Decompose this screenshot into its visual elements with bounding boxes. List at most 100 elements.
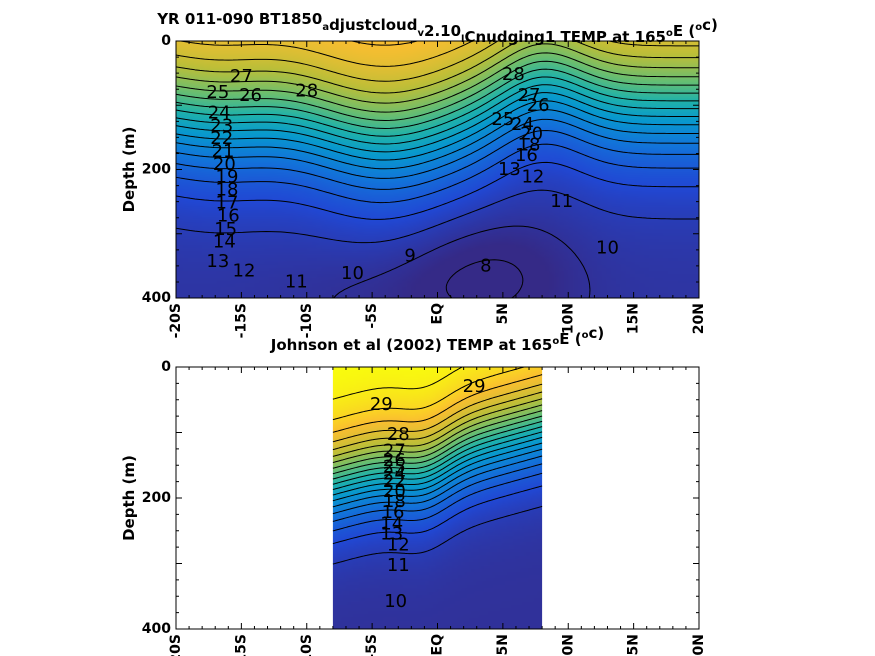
y-axis-label: Depth (m) bbox=[120, 455, 138, 541]
contour-label: 24 bbox=[383, 463, 406, 484]
x-tick-label: 5N bbox=[495, 634, 511, 655]
contour-18 bbox=[176, 85, 699, 144]
contour-10 bbox=[333, 506, 542, 564]
x-tick-label: 5N bbox=[495, 303, 511, 324]
contour-14 bbox=[176, 119, 699, 178]
contour-12 bbox=[176, 144, 699, 202]
contour-23 bbox=[176, 44, 699, 103]
contour-label: 26 bbox=[239, 85, 262, 106]
contour-label: 18 bbox=[518, 135, 541, 156]
contour-lines bbox=[176, 41, 699, 298]
x-tick-label: 20N bbox=[691, 303, 707, 334]
contour-label: 24 bbox=[511, 114, 534, 135]
contour-label: 16 bbox=[515, 145, 538, 166]
x-tick-label: -5S bbox=[364, 303, 380, 329]
contour-label: 23 bbox=[210, 115, 233, 136]
contour-label: 27 bbox=[383, 440, 406, 461]
x-tick-label: EQ bbox=[430, 634, 446, 656]
contour-15 bbox=[333, 449, 542, 507]
chart-title: YR 011-090 BT1850adjustcloudv2.10lCnudgi… bbox=[156, 10, 718, 46]
contour-label: 9 bbox=[404, 246, 415, 267]
contour-label: 27 bbox=[230, 66, 253, 87]
contour-label: 12 bbox=[233, 261, 256, 282]
contour-label: 11 bbox=[387, 555, 410, 576]
chart-title: Johnson et al (2002) TEMP at 165oE (oc) bbox=[270, 324, 604, 354]
contour-19 bbox=[333, 427, 542, 485]
x-tick-label: -20S bbox=[168, 303, 184, 338]
contour-9 bbox=[334, 226, 590, 298]
axis-ticks bbox=[175, 40, 700, 299]
y-tick-label: 200 bbox=[142, 490, 171, 506]
contour-label: 28 bbox=[387, 424, 410, 445]
contour-11 bbox=[176, 162, 699, 219]
contour-12 bbox=[333, 473, 542, 531]
x-tick-label: -15S bbox=[233, 634, 249, 656]
contour-label: 14 bbox=[213, 232, 236, 253]
contour-label: 13 bbox=[498, 159, 521, 180]
contour-label: 20 bbox=[520, 124, 543, 145]
contour-26 bbox=[333, 384, 542, 442]
x-tick-label: 20N bbox=[691, 634, 707, 656]
contour-19 bbox=[176, 77, 699, 136]
contour-18 bbox=[333, 432, 542, 490]
contour-20 bbox=[333, 421, 542, 479]
contour-label: 19 bbox=[216, 167, 239, 188]
contour-label: 22 bbox=[210, 128, 233, 149]
contour-label: 8 bbox=[480, 255, 491, 276]
contour-17 bbox=[333, 437, 542, 495]
contour-24 bbox=[333, 399, 542, 457]
axis-ticks bbox=[175, 366, 700, 630]
contour-label: 21 bbox=[212, 141, 235, 162]
contour-label: 25 bbox=[491, 109, 514, 130]
contour-21 bbox=[176, 61, 699, 120]
contour-label: 27 bbox=[518, 85, 541, 106]
contour-label: 26 bbox=[383, 450, 406, 471]
contour-8 bbox=[446, 260, 523, 298]
x-tick-label: -15S bbox=[233, 303, 249, 338]
contour-10 bbox=[176, 190, 699, 242]
y-axis-label: Depth (m) bbox=[120, 127, 138, 213]
contour-21 bbox=[333, 416, 542, 474]
x-tick-label: 10N bbox=[560, 303, 576, 334]
contour-29 bbox=[333, 367, 462, 399]
contour-13 bbox=[333, 464, 542, 522]
contour-label: 18 bbox=[383, 491, 406, 512]
contour-label: 28 bbox=[295, 81, 318, 102]
y-tick-label: 400 bbox=[142, 290, 171, 306]
contour-label: 20 bbox=[213, 154, 236, 175]
contour-25 bbox=[176, 41, 699, 81]
x-tick-label: -10S bbox=[299, 634, 315, 656]
contour-label: 22 bbox=[383, 471, 406, 492]
contour-label: 29 bbox=[463, 376, 486, 397]
contour-17 bbox=[176, 93, 699, 152]
contour-label: 10 bbox=[341, 263, 364, 284]
y-tick-label: 0 bbox=[161, 359, 171, 375]
y-tick-label: 200 bbox=[142, 162, 171, 178]
contour-label: 25 bbox=[206, 82, 229, 103]
contour-27 bbox=[333, 375, 542, 433]
contour-label: 10 bbox=[596, 237, 619, 258]
contour-11 bbox=[333, 486, 542, 544]
x-tick-label: 15N bbox=[626, 634, 642, 656]
contour-13 bbox=[176, 130, 699, 189]
contour-16 bbox=[333, 443, 542, 501]
contour-label: 26 bbox=[527, 95, 550, 116]
x-tick-label: 15N bbox=[626, 303, 642, 334]
contour-label: 10 bbox=[384, 591, 407, 612]
contour-label: 14 bbox=[380, 514, 403, 535]
contour-14 bbox=[333, 456, 542, 514]
contour-label: 24 bbox=[208, 102, 231, 123]
contour-22 bbox=[176, 53, 699, 112]
contour-label: 17 bbox=[216, 192, 239, 213]
contour-label: 15 bbox=[214, 219, 237, 240]
contour-label: 11 bbox=[285, 271, 308, 292]
contour-20 bbox=[176, 69, 699, 128]
contour-22 bbox=[333, 411, 542, 469]
contour-label: 25 bbox=[383, 457, 406, 478]
contour-label: 20 bbox=[383, 481, 406, 502]
contour-25 bbox=[333, 392, 542, 450]
contour-label: 12 bbox=[387, 535, 410, 556]
